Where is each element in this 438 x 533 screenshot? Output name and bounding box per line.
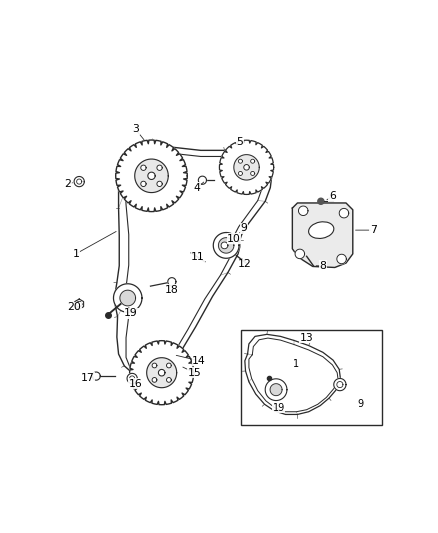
Polygon shape: [92, 372, 100, 380]
Polygon shape: [141, 181, 146, 187]
Text: 1: 1: [293, 359, 299, 369]
Polygon shape: [219, 140, 274, 195]
Polygon shape: [152, 363, 157, 368]
Polygon shape: [157, 181, 162, 187]
Polygon shape: [221, 242, 228, 249]
Polygon shape: [251, 159, 254, 163]
Polygon shape: [318, 198, 324, 204]
Polygon shape: [120, 290, 136, 306]
Polygon shape: [113, 284, 142, 312]
Polygon shape: [75, 299, 84, 309]
Polygon shape: [339, 208, 349, 218]
Text: 2: 2: [64, 179, 71, 189]
Bar: [241, 330, 381, 425]
Polygon shape: [135, 159, 168, 192]
Polygon shape: [213, 232, 239, 259]
Text: 8: 8: [319, 261, 326, 271]
Polygon shape: [159, 369, 165, 376]
Polygon shape: [238, 172, 243, 175]
Text: 5: 5: [237, 137, 243, 147]
Text: 19: 19: [273, 402, 285, 413]
Text: 4: 4: [194, 183, 201, 193]
Polygon shape: [251, 172, 254, 175]
Polygon shape: [74, 176, 84, 187]
Polygon shape: [168, 278, 176, 286]
Ellipse shape: [309, 222, 334, 238]
Text: 6: 6: [329, 191, 336, 201]
Text: 19: 19: [124, 308, 138, 318]
Polygon shape: [166, 363, 171, 368]
Text: 10: 10: [227, 233, 241, 244]
Polygon shape: [244, 165, 249, 170]
Polygon shape: [127, 374, 137, 384]
Text: 13: 13: [300, 333, 314, 343]
Text: 12: 12: [237, 259, 251, 269]
Polygon shape: [298, 206, 308, 215]
Text: 14: 14: [192, 356, 206, 366]
Polygon shape: [116, 140, 187, 212]
Polygon shape: [337, 254, 346, 264]
Polygon shape: [166, 377, 171, 382]
Polygon shape: [147, 358, 177, 387]
Polygon shape: [234, 155, 259, 180]
Polygon shape: [157, 165, 162, 171]
Polygon shape: [238, 159, 243, 163]
Polygon shape: [198, 176, 206, 184]
Text: 17: 17: [81, 373, 95, 383]
Text: 16: 16: [129, 379, 142, 389]
Polygon shape: [152, 377, 157, 382]
Polygon shape: [219, 238, 234, 253]
Text: 3: 3: [132, 124, 139, 134]
Polygon shape: [334, 378, 346, 391]
Polygon shape: [295, 249, 304, 259]
Polygon shape: [130, 341, 194, 405]
Polygon shape: [148, 172, 155, 180]
Polygon shape: [265, 379, 287, 400]
Polygon shape: [293, 203, 353, 268]
Polygon shape: [245, 334, 341, 415]
Text: 9: 9: [241, 223, 247, 233]
Text: 11: 11: [191, 252, 205, 262]
Text: 20: 20: [67, 302, 81, 312]
Text: 9: 9: [357, 399, 363, 409]
Polygon shape: [115, 142, 272, 377]
Polygon shape: [270, 384, 282, 395]
Text: 15: 15: [188, 368, 201, 378]
Text: 18: 18: [165, 285, 179, 295]
Text: 1: 1: [72, 249, 79, 259]
Text: 7: 7: [370, 225, 377, 235]
Polygon shape: [141, 165, 146, 171]
